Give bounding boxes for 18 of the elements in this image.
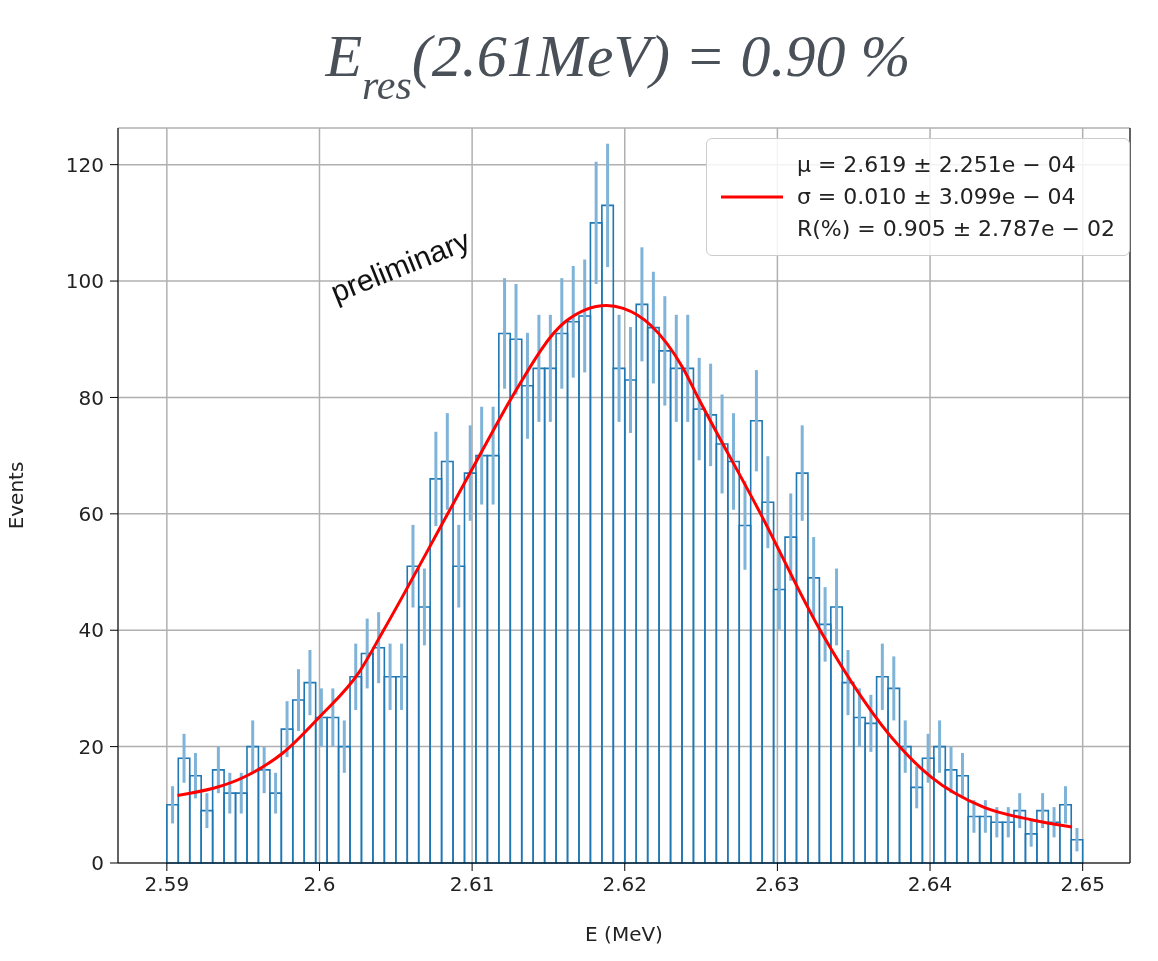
x-tick-label: 2.62 <box>602 872 648 897</box>
chart-title: E$_{res}$(2.61MeV) = 0.90 % <box>324 23 911 108</box>
x-tick-label: 2.63 <box>755 872 800 897</box>
y-tick-label: 60 <box>78 501 104 526</box>
x-tick-label: 2.6 <box>303 872 336 897</box>
y-tick-label: 80 <box>78 385 104 410</box>
x-tick-label: 2.61 <box>449 872 495 897</box>
legend-label: μ = 2.619 ± 2.251e − 04 σ = 0.010 ± 3.099e − 04 R(%) = 0.905 ± 2.787e − 02 <box>796 151 1115 243</box>
y-tick-label: 40 <box>78 618 104 643</box>
x-axis-title: E (MeV) <box>585 922 663 946</box>
x-tick-label: 2.64 <box>907 872 953 897</box>
y-axis-title: Events <box>4 461 29 530</box>
y-tick-label: 20 <box>78 734 104 759</box>
x-tick-label: 2.65 <box>1060 872 1105 897</box>
y-tick-label: 100 <box>65 269 104 294</box>
x-tick-label: 2.59 <box>144 872 190 897</box>
y-tick-label: 0 <box>91 851 104 876</box>
y-tick-label: 120 <box>65 152 104 177</box>
